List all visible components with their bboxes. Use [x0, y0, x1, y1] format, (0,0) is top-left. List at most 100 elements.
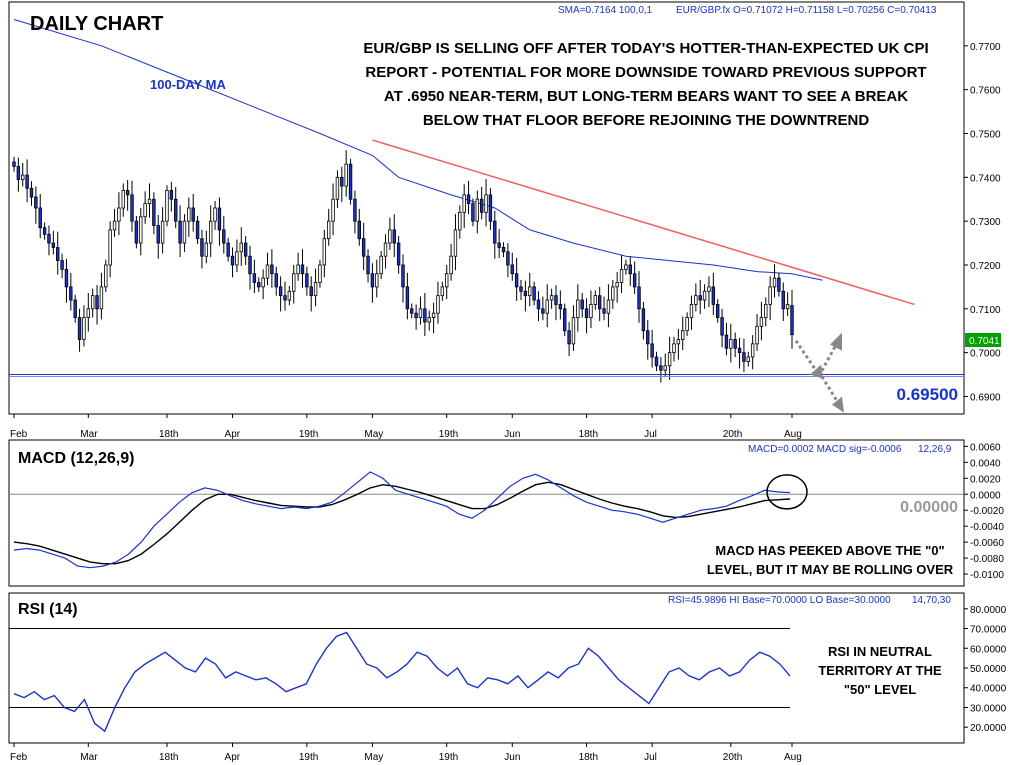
candle-down	[134, 220, 139, 244]
x-tick-label: Apr	[225, 429, 241, 440]
rsi-series	[9, 628, 791, 733]
candle-up	[606, 299, 611, 314]
candle-down	[506, 251, 510, 266]
candle-down	[243, 242, 248, 257]
candle-up	[208, 220, 213, 244]
price-y-tick-label: 0.7600	[970, 86, 1001, 97]
candle-up	[785, 304, 790, 310]
candle-down	[558, 304, 563, 310]
rsi-note-line-1: RSI IN NEUTRAL	[828, 644, 932, 659]
candle-down	[628, 264, 632, 275]
candle-up	[287, 290, 292, 301]
candle-down	[781, 290, 785, 310]
candle-down	[278, 286, 283, 297]
candle-up	[475, 198, 480, 222]
x-tick-label: May	[364, 752, 383, 763]
candle-up	[204, 242, 209, 257]
price-y-tick-label: 0.6900	[970, 392, 1001, 403]
x-tick-label: 18th	[159, 429, 178, 440]
macd-zero-label: 0.00000	[900, 499, 958, 516]
macd-y-tick-label: -0.0080	[970, 554, 1004, 565]
candle-up	[667, 352, 672, 367]
x-tick-label: May	[364, 429, 383, 440]
candle-down	[541, 308, 545, 314]
candle-up	[440, 286, 445, 297]
price-y-axis: 0.7700 0.7600 0.7500 0.7400 0.7300 0.7200 0.71…	[964, 42, 1001, 403]
macd-note-line-1: MACD HAS PEEKED ABOVE THE "0"	[715, 543, 944, 558]
candle-up	[624, 264, 628, 270]
candle-down	[396, 242, 401, 266]
arrowhead-up	[830, 332, 842, 351]
rsi-line	[13, 631, 791, 733]
candle-down	[493, 220, 497, 244]
price-y-tick-label: 0.7100	[970, 305, 1001, 316]
candle-down	[742, 352, 746, 362]
candle-down	[283, 295, 287, 301]
candle-up	[746, 356, 750, 362]
candle-up	[239, 242, 243, 253]
candle-up	[663, 365, 667, 371]
x-tick-label: Apr	[225, 752, 241, 763]
x-tick-label: Feb	[10, 752, 28, 763]
candle-up	[375, 273, 379, 288]
candle-down	[659, 365, 663, 371]
candle-down	[361, 238, 366, 257]
candle-up	[318, 264, 322, 283]
macd-signal-line	[13, 481, 791, 565]
candle-down	[191, 207, 195, 222]
candle-down	[130, 194, 134, 222]
candle-up	[689, 304, 694, 318]
candle-down	[641, 308, 646, 332]
macd-y-axis: 0.0060 0.0040 0.0020 0.0000 -0.0020 -0.0040 -0…	[964, 442, 1004, 581]
candle-up	[331, 198, 335, 222]
candle-down	[42, 227, 47, 235]
candle-up	[235, 251, 239, 266]
candle-down	[733, 339, 737, 349]
x-tick-label: Aug	[784, 429, 802, 440]
candle-up	[296, 264, 300, 275]
candle-down	[720, 317, 724, 336]
macd-y-tick-label: 0.0000	[970, 490, 1001, 501]
resistance-trendline	[372, 139, 915, 306]
macd-y-tick-label: 0.0040	[970, 458, 1001, 469]
headline-line-2: REPORT - POTENTIAL FOR MORE DOWNSIDE TOW…	[365, 64, 926, 81]
candle-down	[353, 198, 357, 222]
x-tick-label: Jun	[504, 429, 520, 440]
candle-up	[772, 277, 777, 288]
candle-down	[12, 161, 16, 167]
x-tick-label: 19th	[439, 752, 458, 763]
rsi-panel-frame	[8, 592, 965, 744]
candle-down	[737, 347, 742, 354]
price-y-tick-label: 0.7500	[970, 129, 1001, 140]
candle-down	[222, 229, 226, 244]
candle-down	[77, 317, 82, 340]
sma-100-layer	[13, 19, 823, 281]
candle-up	[112, 220, 117, 231]
macd-title: MACD (12,26,9)	[18, 450, 134, 467]
candle-down	[646, 330, 650, 345]
candle-down	[300, 264, 305, 275]
sma-readout: SMA=0.7164 100,0,1	[558, 5, 653, 16]
candle-up	[462, 194, 466, 213]
candle-down	[497, 242, 501, 248]
price-y-tick-label: 0.7400	[970, 173, 1001, 184]
x-tick-label: Feb	[10, 429, 28, 440]
candle-up	[90, 295, 95, 310]
candle-down	[217, 207, 222, 231]
candle-down	[370, 273, 375, 288]
rsi-y-tick-label: 40.0000	[970, 684, 1007, 695]
candle-up	[139, 216, 143, 244]
candle-down	[56, 247, 60, 261]
candle-down	[357, 220, 361, 240]
candle-up	[528, 286, 532, 297]
rsi-y-tick-label: 30.0000	[970, 703, 1007, 714]
candle-up	[379, 255, 383, 275]
rsi-y-tick-label: 80.0000	[970, 605, 1007, 616]
candle-down	[230, 255, 235, 266]
candle-up	[322, 238, 327, 266]
x-tick-label: 20th	[723, 429, 742, 440]
price-y-tick-label: 0.7300	[970, 217, 1001, 228]
candle-down	[523, 290, 528, 297]
candle-up	[764, 304, 768, 318]
